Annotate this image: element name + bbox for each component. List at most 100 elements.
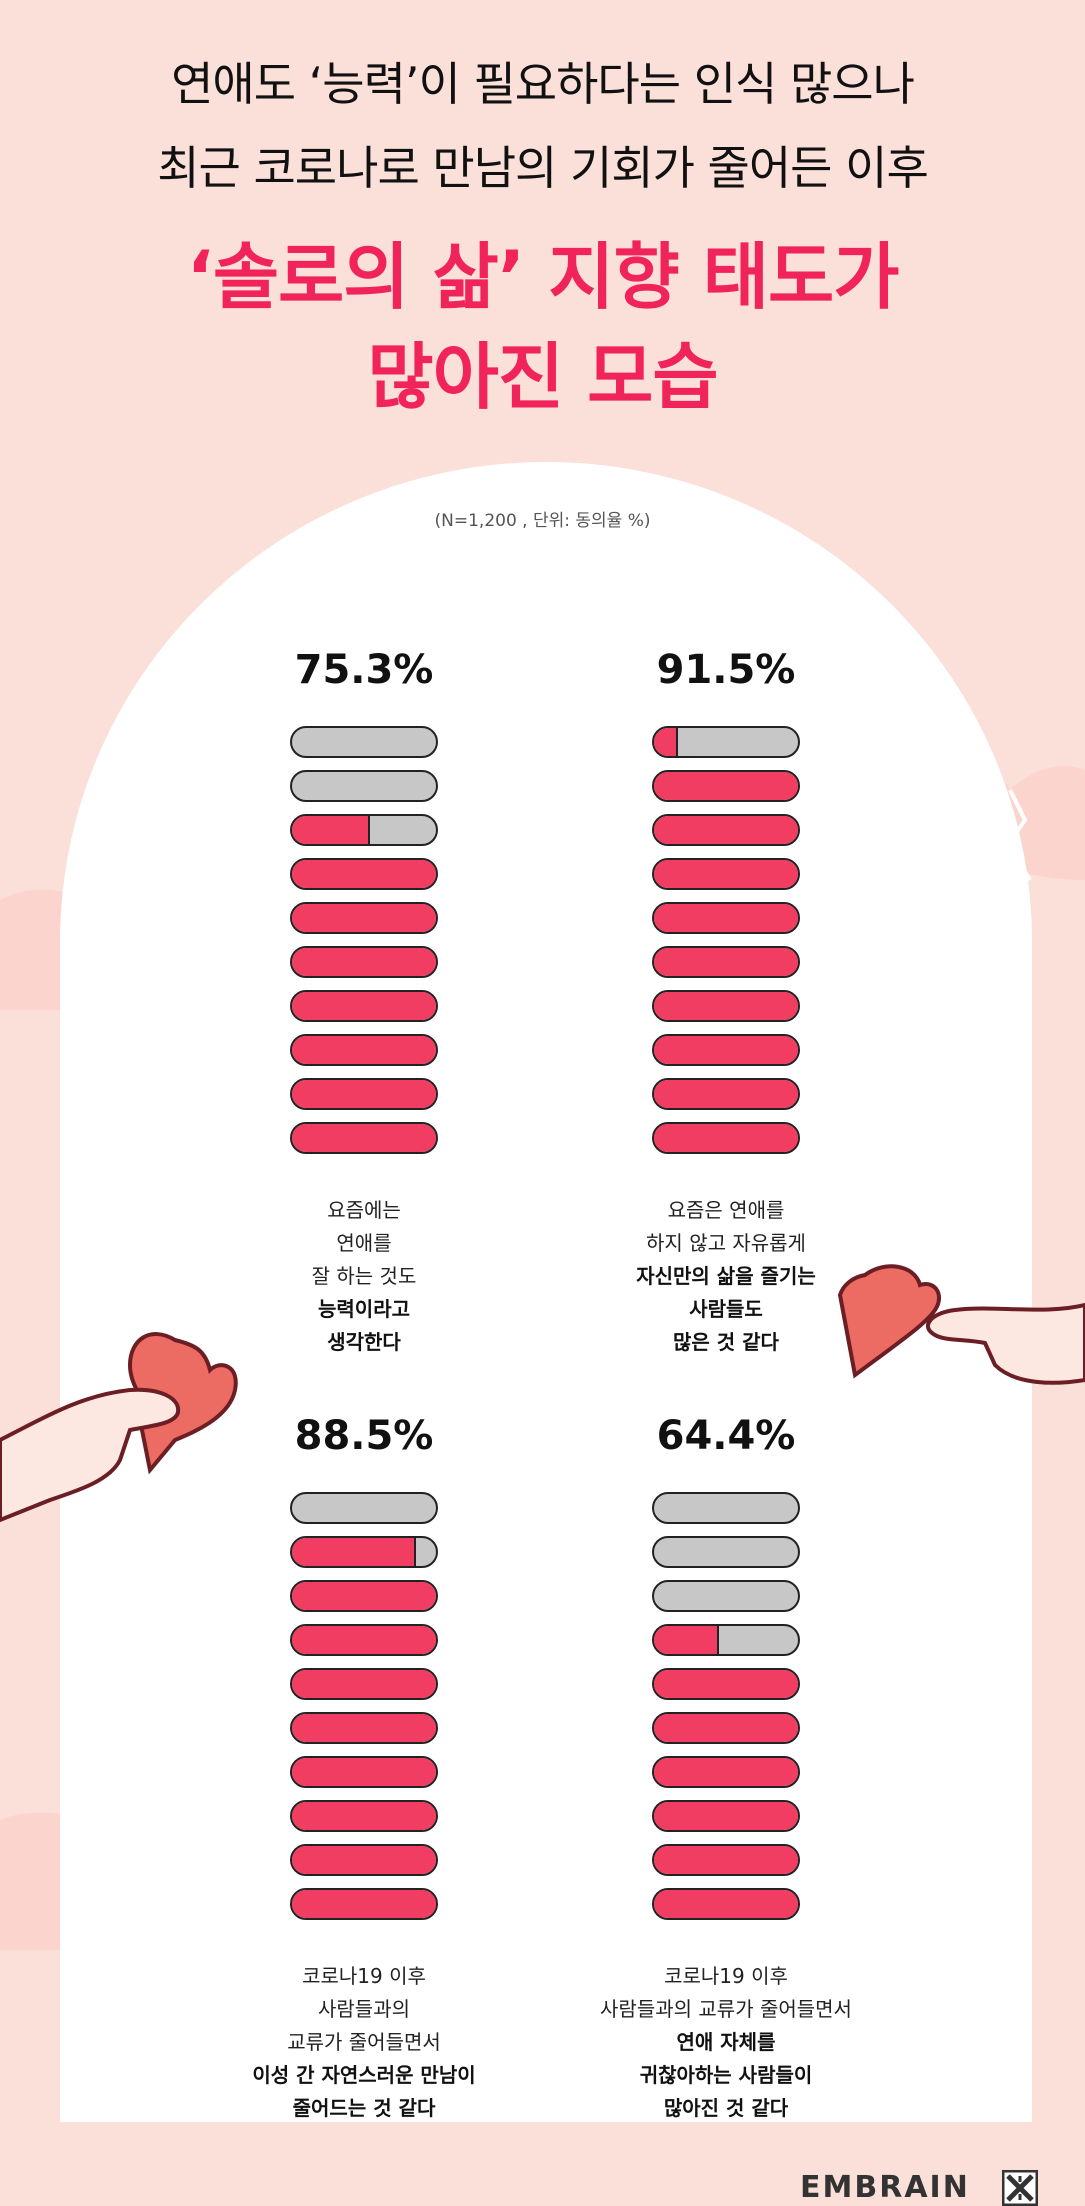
stat-panel-1: 75.3% 요즘에는 연애를 잘 하는 것도 능력이라고 생각한다 [234, 640, 494, 1359]
chart-bar-fill [292, 816, 371, 844]
chart-bar-unit [290, 1624, 438, 1656]
sample-note: (N=1,200 , 단위: 동의율 %) [434, 511, 651, 531]
chart-bar-unit [290, 1756, 438, 1788]
chart-bar-unit [290, 1492, 438, 1524]
description-line: 많은 것 같다 [673, 1330, 779, 1354]
description-line: 하지 않고 자유롭게 [646, 1231, 806, 1255]
description-line: 코로나19 이후 [664, 1964, 788, 1988]
chart-bar-fill [292, 860, 436, 888]
chart-bar-unit [290, 1844, 438, 1876]
chart-bar-unit [652, 1536, 800, 1568]
chart-bar-unit [652, 902, 800, 934]
stat-description: 코로나19 이후 사람들과의 교류가 줄어들면서 이성 간 자연스러운 만남이 줄어드는… [234, 1960, 494, 2125]
description-line: 사람들과의 교류가 줄어들면서 [600, 1997, 852, 2021]
chart-bar-unit [290, 1536, 438, 1568]
chart-bar-unit [290, 1580, 438, 1612]
chart-bar-unit [652, 1580, 800, 1612]
chart-bar-unit [652, 1800, 800, 1832]
description-line: 많아진 것 같다 [663, 2096, 789, 2120]
chart-bar-fill [654, 1714, 798, 1742]
headline-emphasis-2: 많아진 모습 [367, 335, 718, 419]
chart-bar-fill [654, 1758, 798, 1786]
chart-bar-unit [652, 1888, 800, 1920]
chart-bar-unit [290, 1888, 438, 1920]
stat-bar-stack [652, 726, 800, 1154]
chart-bar-fill [292, 1802, 436, 1830]
chart-bar-unit [290, 990, 438, 1022]
stat-percentage: 91.5% [656, 647, 796, 693]
chart-bar-fill [654, 1846, 798, 1874]
chart-bar-unit [290, 726, 438, 758]
chart-bar-fill [292, 1036, 436, 1064]
chart-bar-fill [654, 1626, 720, 1654]
chart-bar-unit [652, 1756, 800, 1788]
description-line: 잘 하는 것도 [311, 1264, 417, 1288]
chart-bar-unit [652, 1034, 800, 1066]
description-line: 요즘은 연애를 [667, 1198, 785, 1222]
chart-bar-unit [652, 726, 800, 758]
description-line: 연애 자체를 [676, 2030, 776, 2054]
chart-bar-unit [290, 902, 438, 934]
chart-bar-fill [292, 1080, 436, 1108]
description-line: 생각한다 [327, 1330, 401, 1354]
chart-bar-unit [290, 1668, 438, 1700]
chart-bar-fill [292, 1714, 436, 1742]
chart-bar-unit [652, 1668, 800, 1700]
chart-bar-unit [652, 990, 800, 1022]
description-line: 연애를 [336, 1231, 392, 1255]
chart-bar-fill [654, 1124, 798, 1152]
chart-bar-unit [652, 1078, 800, 1110]
brand-logo-text: EMBRAIN [800, 2170, 970, 2205]
chart-bar-unit [290, 1800, 438, 1832]
hand-holding-heart-icon [0, 1332, 238, 1523]
chart-bar-unit [290, 814, 438, 846]
chart-bar-fill [654, 816, 798, 844]
stat-bar-stack [290, 1492, 438, 1920]
headline-line-2: 최근 코로나로 만남의 기회가 줄어든 이후 [157, 141, 929, 195]
chart-bar-unit [652, 858, 800, 890]
chart-bar-fill [654, 728, 678, 756]
chart-bar-unit [290, 1034, 438, 1066]
chart-bar-fill [654, 904, 798, 932]
chart-bar-unit [652, 1492, 800, 1524]
description-line: 사람들도 [689, 1297, 763, 1321]
chart-bar-fill [654, 1080, 798, 1108]
chart-bar-unit [290, 770, 438, 802]
chart-bar-unit [652, 1624, 800, 1656]
chart-bar-fill [654, 772, 798, 800]
stat-bar-stack [652, 1492, 800, 1920]
headline-line-1: 연애도 ‘능력’이 필요하다는 인식 많으나 [171, 57, 915, 111]
chart-bar-fill [654, 1802, 798, 1830]
chart-bar-unit [652, 1122, 800, 1154]
chart-bar-fill [292, 904, 436, 932]
chart-bar-fill [654, 992, 798, 1020]
chart-bar-fill [292, 992, 436, 1020]
headline-emphasis-1: ‘솔로의 삶’ 지향 태도가 [186, 235, 899, 319]
stat-bar-stack [290, 726, 438, 1154]
chart-bar-fill [654, 1670, 798, 1698]
description-line: 능력이라고 [318, 1297, 410, 1321]
chart-bar-unit [652, 814, 800, 846]
chart-bar-unit [652, 946, 800, 978]
description-line: 자신만의 삶을 즐기는 [636, 1264, 816, 1288]
chart-bar-fill [292, 948, 436, 976]
description-line: 코로나19 이후 [302, 1964, 426, 1988]
stat-percentage: 75.3% [294, 647, 434, 693]
description-line: 사람들과의 [318, 1997, 410, 2021]
chart-bar-unit [652, 1712, 800, 1744]
chart-bar-fill [292, 1890, 436, 1918]
description-line: 귀찮아하는 사람들이 [639, 2063, 813, 2087]
stat-percentage: 64.4% [656, 1413, 796, 1459]
description-line: 줄어드는 것 같다 [292, 2096, 436, 2120]
chart-bar-fill [654, 860, 798, 888]
stat-percentage: 88.5% [294, 1413, 434, 1459]
chart-bar-unit [290, 1122, 438, 1154]
description-line: 이성 간 자연스러운 만남이 [252, 2063, 476, 2087]
chart-bar-fill [654, 1890, 798, 1918]
chart-bar-fill [292, 1582, 436, 1610]
chart-bar-unit [290, 946, 438, 978]
stat-panel-3: 88.5% 코로나19 이후 사람들과의 교류가 줄어들면서 이성 간 자연스러운 만… [234, 1406, 494, 2125]
